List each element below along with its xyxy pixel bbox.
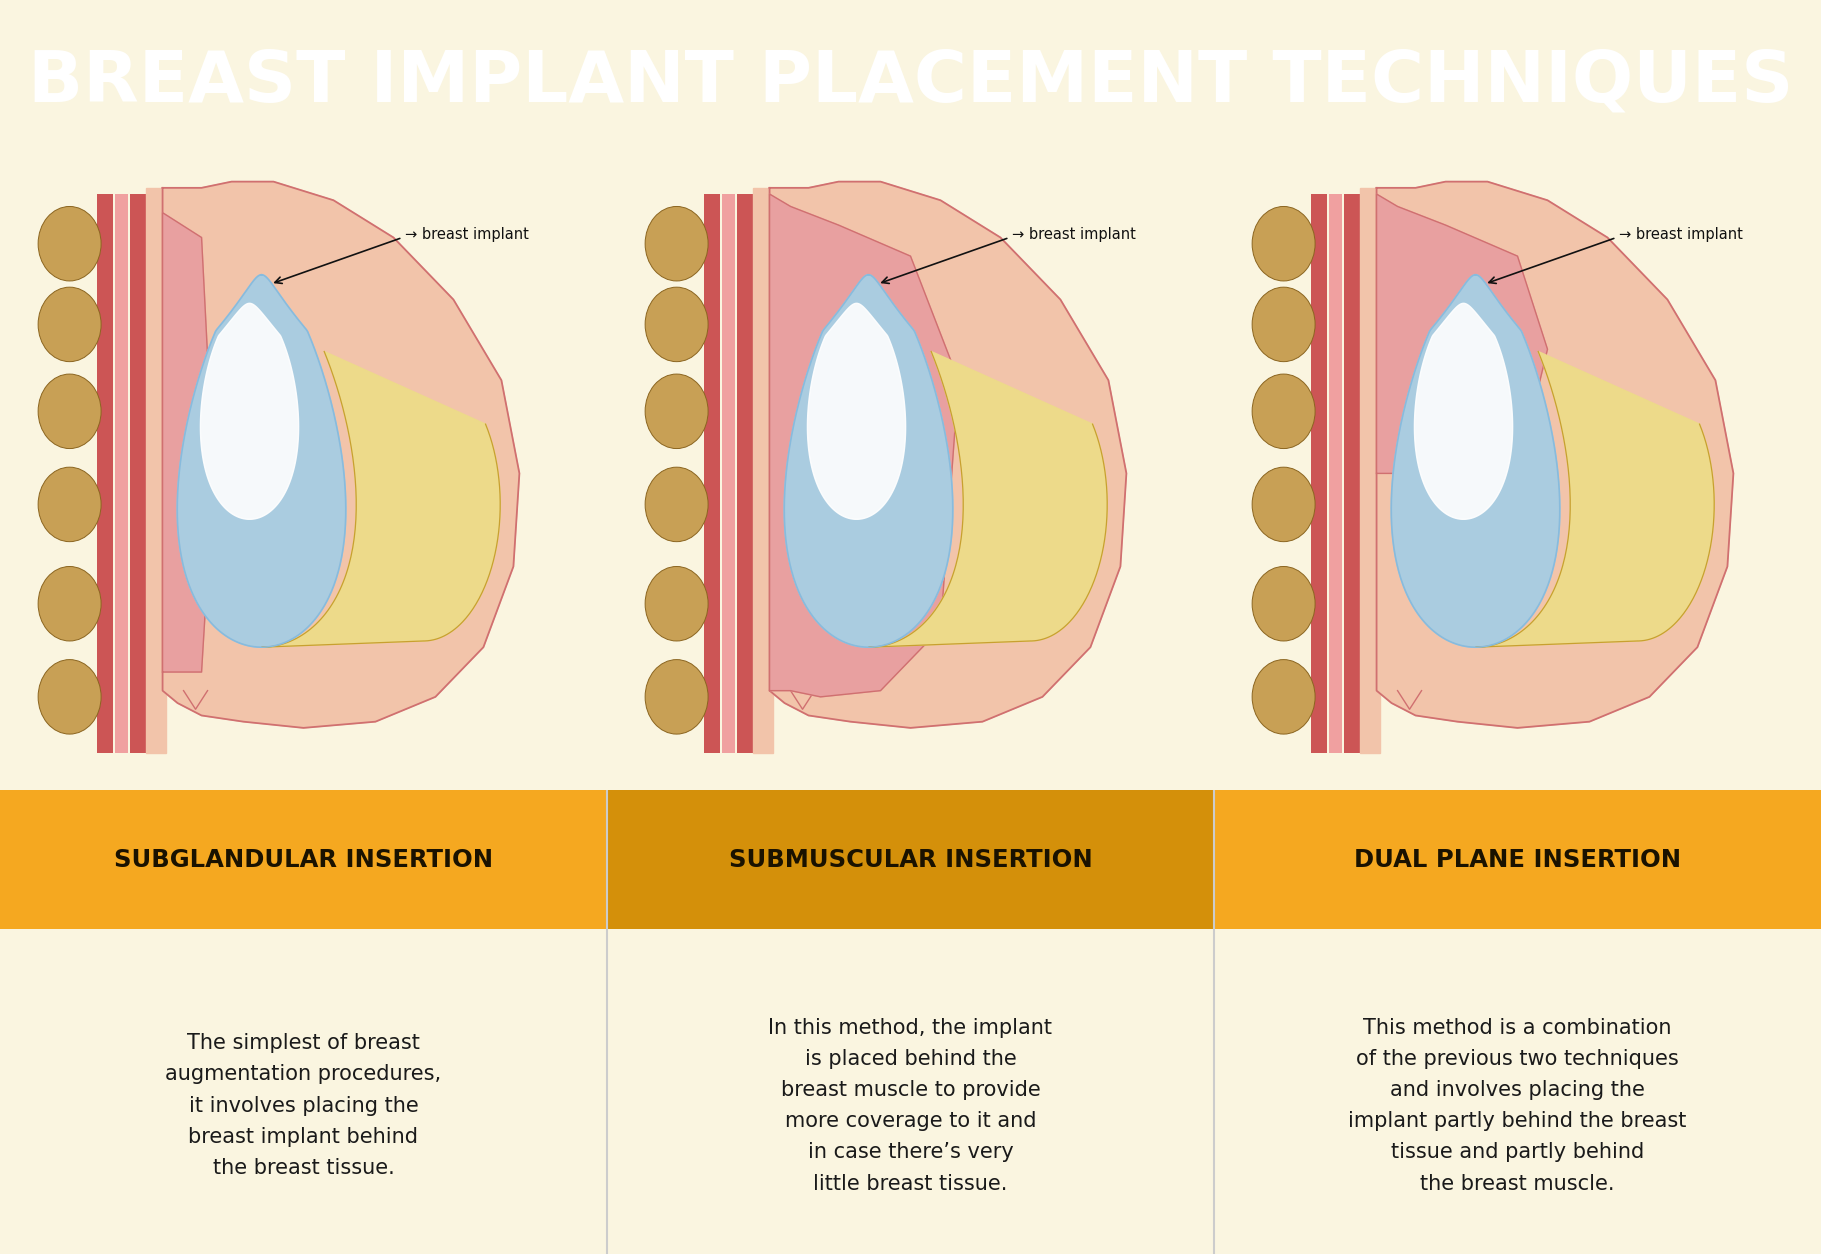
Polygon shape: [262, 351, 501, 647]
Polygon shape: [162, 213, 213, 672]
Polygon shape: [1360, 188, 1380, 752]
Polygon shape: [177, 275, 346, 647]
Ellipse shape: [1253, 287, 1315, 361]
Text: SUBGLANDULAR INSERTION: SUBGLANDULAR INSERTION: [115, 848, 493, 872]
Polygon shape: [1391, 275, 1561, 647]
Bar: [606, 790, 1215, 929]
Text: In this method, the implant
is placed behind the
breast muscle to provide
more c: In this method, the implant is placed be…: [768, 1017, 1053, 1194]
Ellipse shape: [1253, 468, 1315, 542]
Polygon shape: [1415, 303, 1513, 519]
Polygon shape: [770, 194, 958, 697]
Bar: [129, 194, 146, 752]
Bar: [115, 194, 129, 752]
Polygon shape: [770, 182, 1127, 727]
Bar: [0, 790, 606, 929]
Text: → breast implant: → breast implant: [1619, 227, 1743, 242]
Ellipse shape: [38, 207, 102, 281]
Polygon shape: [146, 188, 166, 752]
Polygon shape: [162, 182, 519, 727]
Ellipse shape: [645, 287, 708, 361]
Ellipse shape: [645, 567, 708, 641]
Ellipse shape: [38, 287, 102, 361]
Text: This method is a combination
of the previous two techniques
and involves placing: This method is a combination of the prev…: [1348, 1017, 1686, 1194]
Polygon shape: [785, 275, 952, 647]
Bar: [1344, 194, 1360, 752]
Polygon shape: [200, 303, 299, 519]
Ellipse shape: [645, 207, 708, 281]
Text: → breast implant: → breast implant: [406, 227, 530, 242]
Bar: [703, 194, 721, 752]
Polygon shape: [754, 188, 772, 752]
Bar: [97, 194, 113, 752]
Polygon shape: [869, 351, 1107, 647]
Text: BREAST IMPLANT PLACEMENT TECHNIQUES: BREAST IMPLANT PLACEMENT TECHNIQUES: [27, 46, 1794, 117]
Ellipse shape: [1253, 660, 1315, 734]
Ellipse shape: [38, 468, 102, 542]
Ellipse shape: [38, 567, 102, 641]
Polygon shape: [1377, 182, 1734, 727]
Text: The simplest of breast
augmentation procedures,
it involves placing the
breast i: The simplest of breast augmentation proc…: [166, 1033, 441, 1178]
Bar: [1215, 790, 1821, 929]
Ellipse shape: [38, 374, 102, 449]
Ellipse shape: [645, 374, 708, 449]
Bar: [1311, 194, 1328, 752]
Bar: [1329, 194, 1342, 752]
Text: DUAL PLANE INSERTION: DUAL PLANE INSERTION: [1355, 848, 1681, 872]
Ellipse shape: [645, 660, 708, 734]
Text: SUBMUSCULAR INSERTION: SUBMUSCULAR INSERTION: [728, 848, 1093, 872]
Ellipse shape: [1253, 207, 1315, 281]
Bar: [736, 194, 754, 752]
Bar: [723, 194, 736, 752]
Ellipse shape: [1253, 374, 1315, 449]
Ellipse shape: [38, 660, 102, 734]
Ellipse shape: [645, 468, 708, 542]
Polygon shape: [1377, 194, 1548, 473]
Text: → breast implant: → breast implant: [1012, 227, 1136, 242]
Polygon shape: [807, 303, 905, 519]
Polygon shape: [1475, 351, 1714, 647]
Ellipse shape: [1253, 567, 1315, 641]
